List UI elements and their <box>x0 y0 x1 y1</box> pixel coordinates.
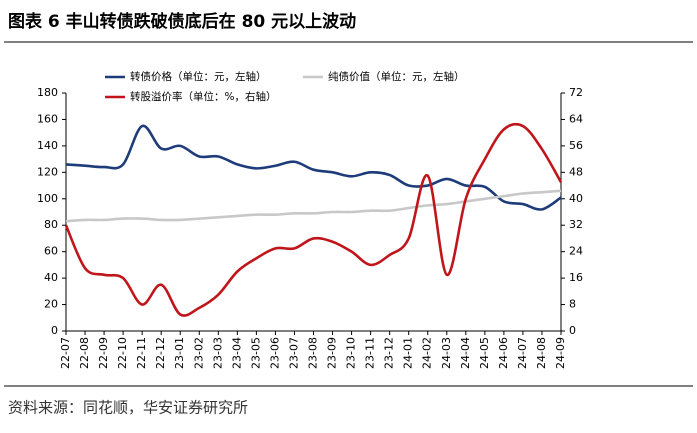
y2-tick-label: 48 <box>569 165 583 178</box>
x-tick-label: 24-02 <box>421 337 434 369</box>
legend-label: 转债价格（单位：元，左轴） <box>130 70 267 83</box>
y2-tick-label: 64 <box>569 112 583 125</box>
y2-tick-label: 32 <box>569 218 583 231</box>
y-tick-label: 180 <box>37 86 58 99</box>
x-tick-label: 22-11 <box>135 337 148 369</box>
y-tick-label: 140 <box>37 139 58 152</box>
x-tick-label: 22-09 <box>97 337 110 369</box>
x-tick-label: 23-05 <box>249 337 262 369</box>
series-line <box>65 124 562 211</box>
y2-tick-label: 16 <box>569 271 583 284</box>
y-tick-label: 40 <box>44 271 58 284</box>
y-tick-label: 60 <box>44 245 58 258</box>
series-line <box>64 122 563 317</box>
x-tick-label: 24-06 <box>497 337 510 369</box>
x-tick-label: 23-06 <box>268 337 281 369</box>
x-tick-label: 22-08 <box>78 337 91 369</box>
x-tick-label: 23-10 <box>345 337 358 369</box>
x-tick-label: 23-11 <box>364 337 377 369</box>
legend-label: 纯债价值（单位：元，左轴） <box>328 70 465 83</box>
y-tick-label: 0 <box>51 324 58 337</box>
x-tick-label: 22-12 <box>154 337 167 369</box>
y2-tick-label: 56 <box>569 139 583 152</box>
x-tick-label: 24-01 <box>402 337 415 369</box>
x-tick-label: 24-07 <box>516 337 529 369</box>
x-tick-label: 23-01 <box>173 337 186 369</box>
x-tick-label: 22-10 <box>116 337 129 369</box>
y2-tick-label: 0 <box>569 324 576 337</box>
y2-tick-label: 24 <box>569 245 583 258</box>
x-tick-label: 24-04 <box>459 337 472 369</box>
x-tick-label: 24-08 <box>535 337 548 369</box>
y2-tick-label: 40 <box>569 192 583 205</box>
x-tick-label: 23-12 <box>383 337 396 369</box>
x-tick-label: 23-07 <box>287 337 300 369</box>
chart-title: 图表 6 丰山转债跌破债底后在 80 元以上波动 <box>8 11 356 32</box>
y-tick-label: 80 <box>44 218 58 231</box>
y2-tick-label: 8 <box>569 298 576 311</box>
series-line <box>65 189 562 223</box>
source: 资料来源：同花顺，华安证券研究所 <box>8 399 248 417</box>
x-tick-label: 24-05 <box>478 337 491 369</box>
x-tick-label: 23-09 <box>326 337 339 369</box>
y-tick-label: 160 <box>37 112 58 125</box>
x-tick-label: 24-03 <box>440 337 453 369</box>
y-tick-label: 120 <box>37 165 58 178</box>
y-tick-label: 100 <box>37 192 58 205</box>
y2-tick-label: 72 <box>569 86 583 99</box>
x-tick-label: 23-02 <box>192 337 205 369</box>
x-tick-label: 23-08 <box>307 337 320 369</box>
y-tick-label: 20 <box>44 298 58 311</box>
x-tick-label: 24-09 <box>554 337 567 369</box>
x-tick-label: 22-07 <box>59 337 72 369</box>
legend-label: 转股溢价率（单位：%，右轴） <box>130 90 276 103</box>
x-tick-label: 23-03 <box>211 337 224 369</box>
x-tick-label: 23-04 <box>230 337 243 369</box>
